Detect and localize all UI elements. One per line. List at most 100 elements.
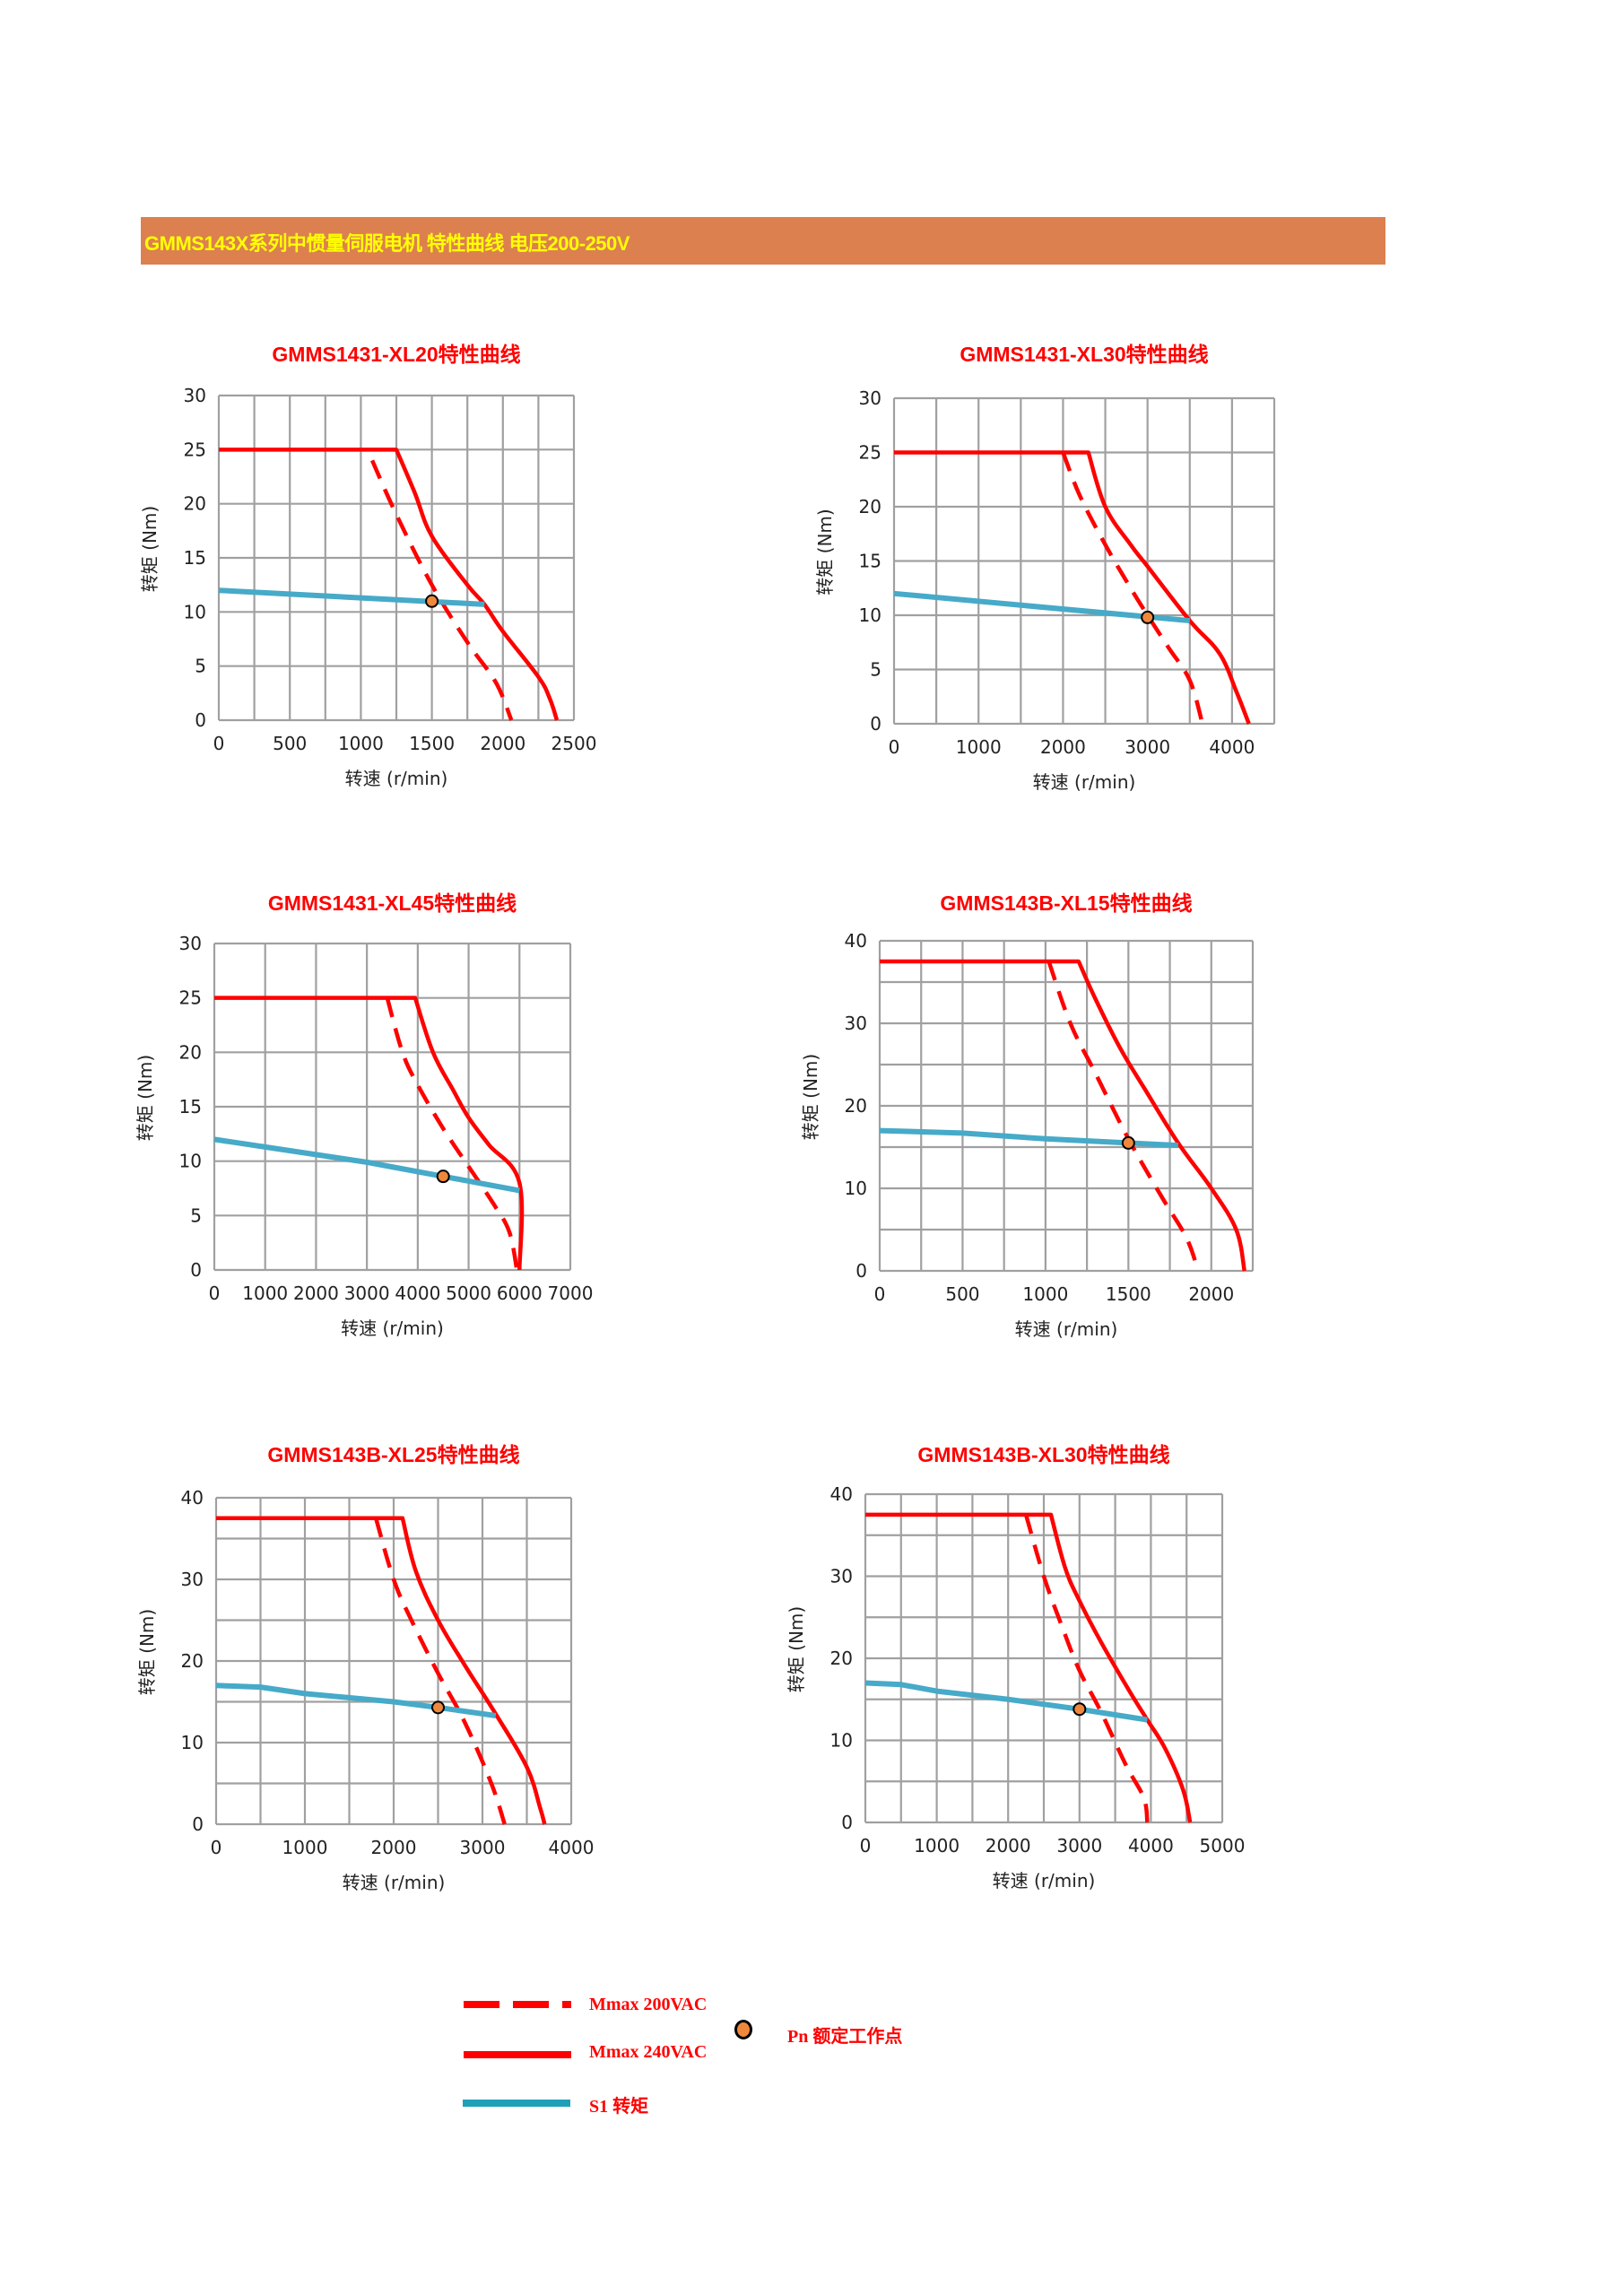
pn-rated-point — [425, 594, 439, 608]
y-tick-label: 15 — [859, 551, 881, 572]
grid — [214, 1496, 573, 1826]
y-tick-label: 20 — [179, 1041, 202, 1063]
y-axis-label: 转矩 (Nm) — [814, 509, 836, 595]
mmax-240vac-line — [219, 448, 560, 721]
mmax-240vac-line — [865, 1512, 1193, 1823]
y-tick-label: 20 — [184, 493, 206, 515]
y-tick-label: 40 — [830, 1483, 853, 1505]
x-tick-label: 2000 — [1040, 736, 1086, 758]
grid — [892, 396, 1276, 726]
s1-torque-line — [893, 590, 1191, 624]
mmax-240vac-line — [214, 996, 525, 1271]
x-tick-label: 2000 — [1188, 1283, 1234, 1305]
y-tick-label: 5 — [190, 1204, 202, 1226]
pn-rated-point — [436, 1170, 450, 1184]
mmax-200vac-line — [370, 459, 514, 721]
y-tick-label: 30 — [179, 933, 202, 954]
chart-5: GMMS143B-XL25特性曲线 0 10 20 30 40 0 1000 2000 3000 4… — [136, 1443, 594, 1893]
x-tick-label: 4000 — [549, 1837, 595, 1858]
y-tick-label: 0 — [855, 1260, 867, 1282]
grid — [878, 939, 1255, 1273]
x-tick-label: 1000 — [914, 1835, 960, 1857]
x-axis-label: 转速 (r/min) — [1033, 771, 1136, 793]
y-tick-label: 0 — [870, 713, 881, 735]
legend-mmax-200-label: Mmax 200VAC — [589, 1995, 708, 2014]
chart-4: GMMS143B-XL15特性曲线 0 10 20 30 40 0 500 1000 1500 20… — [800, 891, 1255, 1340]
chart-title: GMMS1431-XL30特性曲线 — [960, 343, 1208, 366]
legend-mmax-240-swatch — [464, 2051, 571, 2058]
y-tick-label: 5 — [870, 659, 881, 681]
x-axis-label: 转速 (r/min) — [343, 1872, 446, 1893]
mmax-240vac-line — [216, 1516, 547, 1825]
x-tick-label: 1000 — [1022, 1283, 1068, 1305]
x-tick-label: 2000 — [371, 1837, 417, 1858]
chart-1: GMMS1431-XL20特性曲线 0 5 10 15 20 25 30 0 500 1000 150… — [139, 343, 596, 789]
y-tick-label: 25 — [859, 442, 881, 464]
chart-3: GMMS1431-XL45特性曲线 0 5 10 15 20 25 30 0 1000 2000 30… — [135, 891, 593, 1339]
chart-6: GMMS143B-XL30特性曲线 0 10 20 30 40 0 1000 2000 3000 4… — [786, 1443, 1245, 1891]
y-tick-label: 20 — [845, 1095, 867, 1117]
x-axis-label: 转速 (r/min) — [1015, 1318, 1118, 1340]
y-tick-label: 30 — [184, 385, 206, 406]
mmax-200vac-line — [385, 997, 519, 1271]
y-tick-label: 0 — [190, 1259, 202, 1281]
mmax-240vac-line — [880, 959, 1246, 1272]
legend-s1-swatch — [463, 2100, 570, 2107]
pn-rated-point — [431, 1700, 445, 1715]
y-tick-label: 10 — [859, 604, 881, 626]
chart-2: GMMS1431-XL30特性曲线 0 5 10 15 20 25 30 0 1000 2000 30… — [814, 343, 1276, 793]
y-tick-label: 25 — [184, 439, 206, 460]
y-tick-label: 40 — [845, 930, 867, 952]
chart-title: GMMS143B-XL15特性曲线 — [940, 891, 1192, 915]
x-tick-label: 4000 — [395, 1283, 440, 1304]
x-tick-label: 0 — [889, 736, 900, 758]
x-tick-label: 1000 — [282, 1837, 328, 1858]
chart-title: GMMS143B-XL30特性曲线 — [917, 1443, 1169, 1466]
y-tick-label: 10 — [830, 1730, 853, 1752]
legend-s1-label: S1 转矩 — [589, 2097, 649, 2117]
legend-mmax-200-swatch — [464, 2001, 571, 2008]
x-tick-label: 5000 — [446, 1283, 491, 1304]
y-tick-label: 20 — [181, 1650, 204, 1672]
y-tick-label: 10 — [184, 601, 206, 622]
x-tick-label: 500 — [945, 1283, 979, 1305]
x-tick-label: 0 — [213, 733, 225, 754]
x-tick-label: 1500 — [409, 733, 455, 754]
grid — [213, 942, 572, 1272]
s1-torque-line — [215, 1683, 497, 1718]
header-banner: GMMS143X系列中惯量伺服电机 特性曲线 电压200-250V — [141, 217, 1385, 265]
x-tick-label: 1000 — [338, 733, 384, 754]
y-tick-label: 15 — [184, 547, 206, 569]
x-tick-label: 3000 — [460, 1837, 506, 1858]
y-tick-label: 5 — [195, 656, 206, 677]
y-tick-label: 30 — [830, 1566, 853, 1587]
x-tick-label: 3000 — [344, 1283, 390, 1304]
y-tick-label: 0 — [841, 1812, 853, 1833]
x-tick-label: 2000 — [480, 733, 525, 754]
x-axis-label: 转速 (r/min) — [993, 1870, 1096, 1891]
x-axis-label: 转速 (r/min) — [341, 1317, 444, 1339]
y-tick-label: 30 — [845, 1013, 867, 1034]
x-tick-label: 0 — [211, 1837, 222, 1858]
mmax-200vac-line — [1046, 961, 1201, 1272]
y-tick-label: 40 — [181, 1487, 204, 1509]
pn-rated-point — [1121, 1135, 1135, 1150]
x-tick-label: 6000 — [497, 1283, 543, 1304]
x-tick-label: 7000 — [548, 1283, 594, 1304]
x-tick-label: 3000 — [1056, 1835, 1102, 1857]
x-tick-label: 2500 — [551, 733, 597, 754]
y-tick-label: 20 — [859, 496, 881, 517]
pn-rated-point — [1141, 610, 1155, 624]
legend-pn-label: Pn 额定工作点 — [787, 2027, 903, 2047]
x-tick-label: 0 — [860, 1835, 872, 1857]
y-axis-label: 转矩 (Nm) — [139, 506, 161, 592]
y-tick-label: 10 — [845, 1178, 867, 1199]
y-axis-label: 转矩 (Nm) — [136, 1609, 158, 1695]
chart-title: GMMS1431-XL45特性曲线 — [268, 891, 517, 915]
s1-torque-line — [218, 587, 485, 607]
x-tick-label: 0 — [874, 1283, 886, 1305]
y-axis-label: 转矩 (Nm) — [800, 1054, 821, 1140]
y-axis-label: 转矩 (Nm) — [786, 1606, 807, 1692]
x-axis-label: 转速 (r/min) — [345, 768, 448, 789]
